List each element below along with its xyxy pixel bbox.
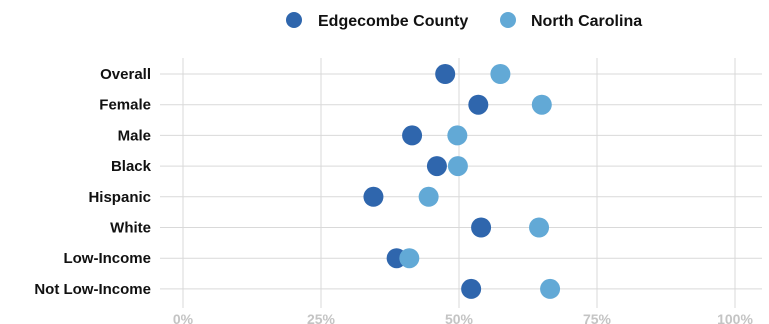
legend-marker-edgecombe-county <box>286 12 302 28</box>
x-tick-label-2: 50% <box>445 311 474 324</box>
category-label-male: Male <box>118 127 151 144</box>
category-label-female: Female <box>99 97 151 114</box>
point-north-carolina-male <box>447 125 468 146</box>
point-edgecombe-county-overall <box>435 64 456 84</box>
category-label-overall: Overall <box>100 66 151 83</box>
point-edgecombe-county-black <box>426 156 447 177</box>
category-label-low-income: Low-Income <box>63 250 151 267</box>
point-north-carolina-low-income <box>399 248 420 269</box>
category-label-hispanic: Hispanic <box>88 189 151 206</box>
x-tick-label-4: 100% <box>717 311 753 324</box>
point-edgecombe-county-female <box>468 94 489 115</box>
point-north-carolina-female <box>531 94 552 115</box>
point-edgecombe-county-male <box>402 125 423 146</box>
point-edgecombe-county-hispanic <box>363 186 384 207</box>
legend-marker-north-carolina <box>500 12 516 28</box>
point-north-carolina-hispanic <box>418 186 439 207</box>
category-labels: Overall Female Male Black Hispanic White Low-I… <box>34 66 151 298</box>
vertical-gridlines <box>182 58 736 308</box>
point-edgecombe-county-white <box>471 217 492 238</box>
point-north-carolina-overall <box>490 64 511 84</box>
point-north-carolina-black <box>447 156 468 177</box>
point-north-carolina-not-low-income <box>540 278 561 299</box>
x-tick-label-3: 75% <box>583 311 612 324</box>
legend-label-edgecombe-county: Edgecombe County <box>318 13 468 30</box>
x-tick-label-1: 25% <box>307 311 336 324</box>
category-label-black: Black <box>111 158 152 175</box>
horizontal-gridlines <box>160 73 762 290</box>
category-label-white: White <box>110 220 151 237</box>
point-north-carolina-white <box>529 217 550 238</box>
x-tick-labels: 0% 25% 50% 75% 100% <box>173 311 754 324</box>
category-label-not-low-income: Not Low-Income <box>34 281 151 298</box>
point-edgecombe-county-not-low-income <box>461 278 482 299</box>
data-points <box>363 64 561 299</box>
legend: Edgecombe County North Carolina <box>286 12 642 30</box>
x-tick-label-0: 0% <box>173 311 194 324</box>
legend-label-north-carolina: North Carolina <box>531 13 642 30</box>
